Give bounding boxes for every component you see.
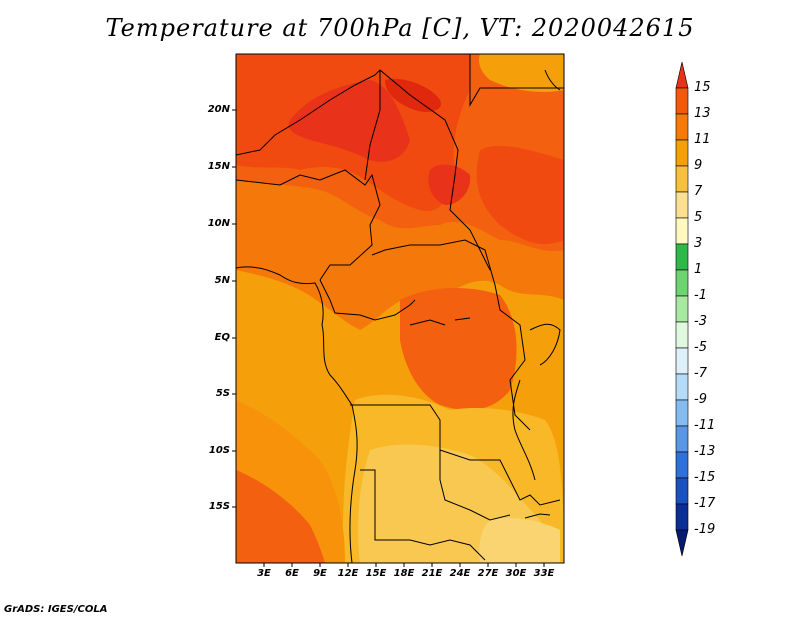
lon-label-3e: 3E xyxy=(257,568,271,579)
lon-ticks xyxy=(263,563,545,567)
colorbar-swatch xyxy=(675,321,689,349)
lon-label-27e: 27E xyxy=(477,568,499,579)
lat-label-eq: EQ xyxy=(214,332,230,343)
lon-label-12e: 12E xyxy=(337,568,359,579)
colorbar-swatch xyxy=(675,61,689,89)
colorbar-swatch xyxy=(675,347,689,375)
colorbar-swatch xyxy=(675,113,689,141)
lat-ticks xyxy=(232,109,236,508)
colorbar-label: -3 xyxy=(694,314,707,329)
country-borders xyxy=(236,54,564,563)
colorbar-label: -7 xyxy=(694,366,707,381)
field-band-13b xyxy=(476,145,564,245)
temperature-field xyxy=(236,54,564,563)
map-title: Temperature at 700hPa [C], VT: 202004261… xyxy=(105,14,695,42)
border-4 xyxy=(364,70,381,181)
border-9 xyxy=(439,450,511,521)
colorbar-label: 9 xyxy=(694,158,703,173)
colorbar-label: 7 xyxy=(694,184,703,199)
colorbar-swatch xyxy=(675,217,689,245)
field-south-6 xyxy=(479,518,560,563)
colorbar xyxy=(675,61,689,557)
west-coastline xyxy=(236,266,358,563)
border-3 xyxy=(469,54,564,107)
credit-text: GrADS: IGES/COLA xyxy=(4,604,108,615)
colorbar-label: 3 xyxy=(694,236,703,251)
colorbar-label: 15 xyxy=(694,80,711,95)
colorbar-label: -19 xyxy=(694,522,716,537)
colorbar-swatch xyxy=(675,139,689,167)
lon-label-18e: 18E xyxy=(393,568,415,579)
lat-label-15n: 15N xyxy=(207,161,230,172)
lat-label-5n: 5N xyxy=(214,275,230,286)
colorbar-swatch xyxy=(675,373,689,401)
colorbar-label: 5 xyxy=(694,210,703,225)
lon-label-6e: 6E xyxy=(285,568,299,579)
border-13 xyxy=(524,513,551,519)
border-8 xyxy=(360,469,486,561)
colorbar-label: -11 xyxy=(694,418,716,433)
field-central-12 xyxy=(400,288,517,410)
lon-label-24e: 24E xyxy=(449,568,471,579)
lon-label-9e: 9E xyxy=(313,568,327,579)
colorbar-label: 11 xyxy=(694,132,711,147)
colorbar-label: -17 xyxy=(694,496,716,511)
border-12 xyxy=(544,69,561,91)
lat-label-15s: 15S xyxy=(208,501,230,512)
border-5 xyxy=(371,239,531,431)
colorbar-swatch xyxy=(675,399,689,427)
colorbar-swatch xyxy=(675,477,689,505)
lat-label-10s: 10S xyxy=(208,445,230,456)
colorbar-swatch xyxy=(675,451,689,479)
lat-label-10n: 10N xyxy=(207,218,230,229)
colorbar-swatch xyxy=(675,165,689,193)
colorbar-label: -5 xyxy=(694,340,707,355)
border-6 xyxy=(319,279,416,321)
colorbar-swatch xyxy=(675,425,689,453)
lat-label-20n: 20N xyxy=(207,104,230,115)
colorbar-label: -9 xyxy=(694,392,707,407)
map-frame xyxy=(235,53,565,564)
field-ne-9 xyxy=(479,54,564,92)
border-1 xyxy=(236,169,381,281)
colorbar-swatch xyxy=(675,295,689,323)
field-band-14c xyxy=(428,164,471,205)
lon-label-15e: 15E xyxy=(365,568,387,579)
lon-label-33e: 33E xyxy=(533,568,555,579)
border-7 xyxy=(350,404,561,506)
border-11 xyxy=(529,323,561,366)
colorbar-swatch xyxy=(675,529,689,557)
lat-label-5s: 5S xyxy=(215,388,230,399)
colorbar-swatch xyxy=(675,87,689,115)
lon-label-30e: 30E xyxy=(505,568,527,579)
colorbar-label: -1 xyxy=(694,288,707,303)
colorbar-label: 1 xyxy=(694,262,703,277)
field-band-14b xyxy=(385,78,441,112)
lon-label-21e: 21E xyxy=(421,568,443,579)
colorbar-swatch xyxy=(675,243,689,271)
colorbar-swatch xyxy=(675,269,689,297)
colorbar-swatch xyxy=(675,503,689,531)
colorbar-swatch xyxy=(675,191,689,219)
colorbar-label: -13 xyxy=(694,444,716,459)
river-1 xyxy=(409,317,471,326)
colorbar-label: -15 xyxy=(694,470,716,485)
field-atlantic-12 xyxy=(236,470,325,563)
border-10 xyxy=(512,379,536,481)
colorbar-label: 13 xyxy=(694,106,711,121)
